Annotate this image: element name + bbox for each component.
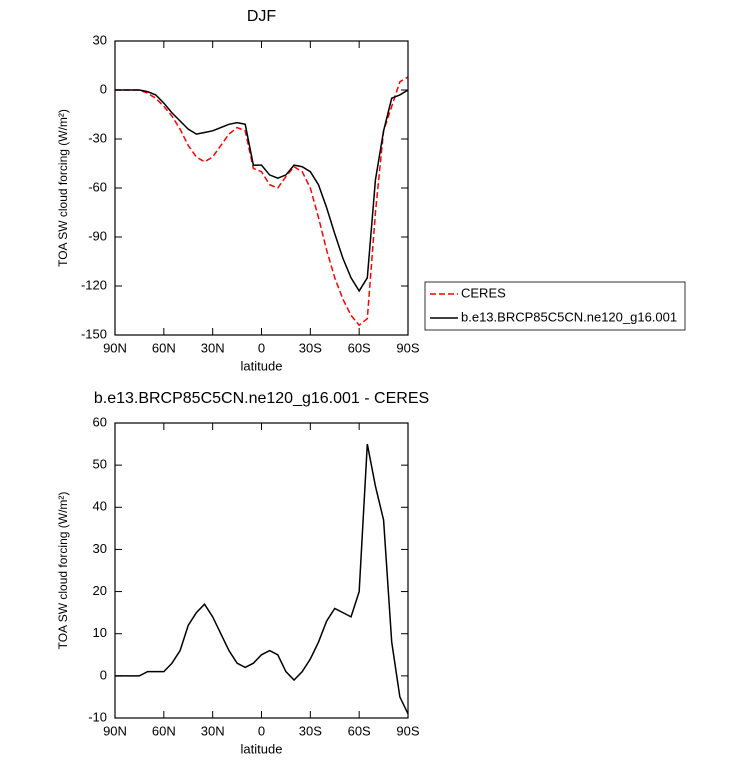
y-tick-label: 0 xyxy=(100,81,107,96)
plot-frame xyxy=(114,422,409,719)
data-line xyxy=(115,76,409,327)
legend-label: CERES xyxy=(461,285,506,300)
x-tick-label: 60S xyxy=(348,723,371,738)
x-tick-label: 0 xyxy=(258,340,265,355)
legend-label: b.e13.BRCP85C5CN.ne120_g16.001 xyxy=(461,309,677,324)
x-tick-label: 30N xyxy=(201,723,225,738)
legend-box xyxy=(424,281,686,331)
y-axis-label: TOA SW cloud forcing (W/m²) xyxy=(56,109,70,267)
y-tick-label: -60 xyxy=(88,179,107,194)
chart-panel: b.e13.BRCP85C5CN.ne120_g16.001 - CERES la… xyxy=(56,390,429,756)
y-tick-label: 40 xyxy=(93,499,107,514)
y-tick-label: -150 xyxy=(81,326,107,341)
x-tick-label: 0 xyxy=(258,723,265,738)
y-tick-label: 20 xyxy=(93,583,107,598)
legend: CERES b.e13.BRCP85C5CN.ne120_g16.001 xyxy=(424,281,686,331)
y-axis-label: TOA SW cloud forcing (W/m²) xyxy=(56,492,70,650)
y-tick-label: 10 xyxy=(93,625,107,640)
x-tick-label: 90S xyxy=(396,340,419,355)
y-tick-label: -10 xyxy=(88,709,107,724)
x-tick-label: 30S xyxy=(299,340,322,355)
x-tick-label: 60N xyxy=(152,723,176,738)
x-axis-label: latitude xyxy=(241,741,283,756)
data-line xyxy=(115,89,409,293)
y-tick-label: -120 xyxy=(81,277,107,292)
x-tick-label: 90N xyxy=(103,723,127,738)
x-tick-label: 90N xyxy=(103,340,127,355)
y-tick-label: 30 xyxy=(93,32,107,47)
x-tick-label: 30N xyxy=(201,340,225,355)
y-tick-label: 0 xyxy=(100,667,107,682)
y-tick-label: -30 xyxy=(88,130,107,145)
y-tick-label: 30 xyxy=(93,541,107,556)
x-tick-label: 90S xyxy=(396,723,419,738)
x-tick-label: 30S xyxy=(299,723,322,738)
x-tick-label: 60N xyxy=(152,340,176,355)
y-tick-label: 50 xyxy=(93,457,107,472)
y-tick-label: -90 xyxy=(88,228,107,243)
x-tick-label: 60S xyxy=(348,340,371,355)
chart-panel: DJF latitude TOA SW cloud forcing (W/m²) 30… xyxy=(56,8,686,373)
chart-title: DJF xyxy=(247,8,277,25)
data-line xyxy=(115,443,409,715)
y-tick-label: 60 xyxy=(93,414,107,429)
chart-title: b.e13.BRCP85C5CN.ne120_g16.001 - CERES xyxy=(94,390,429,407)
x-axis-label: latitude xyxy=(241,358,283,373)
plot-frame xyxy=(114,40,409,336)
